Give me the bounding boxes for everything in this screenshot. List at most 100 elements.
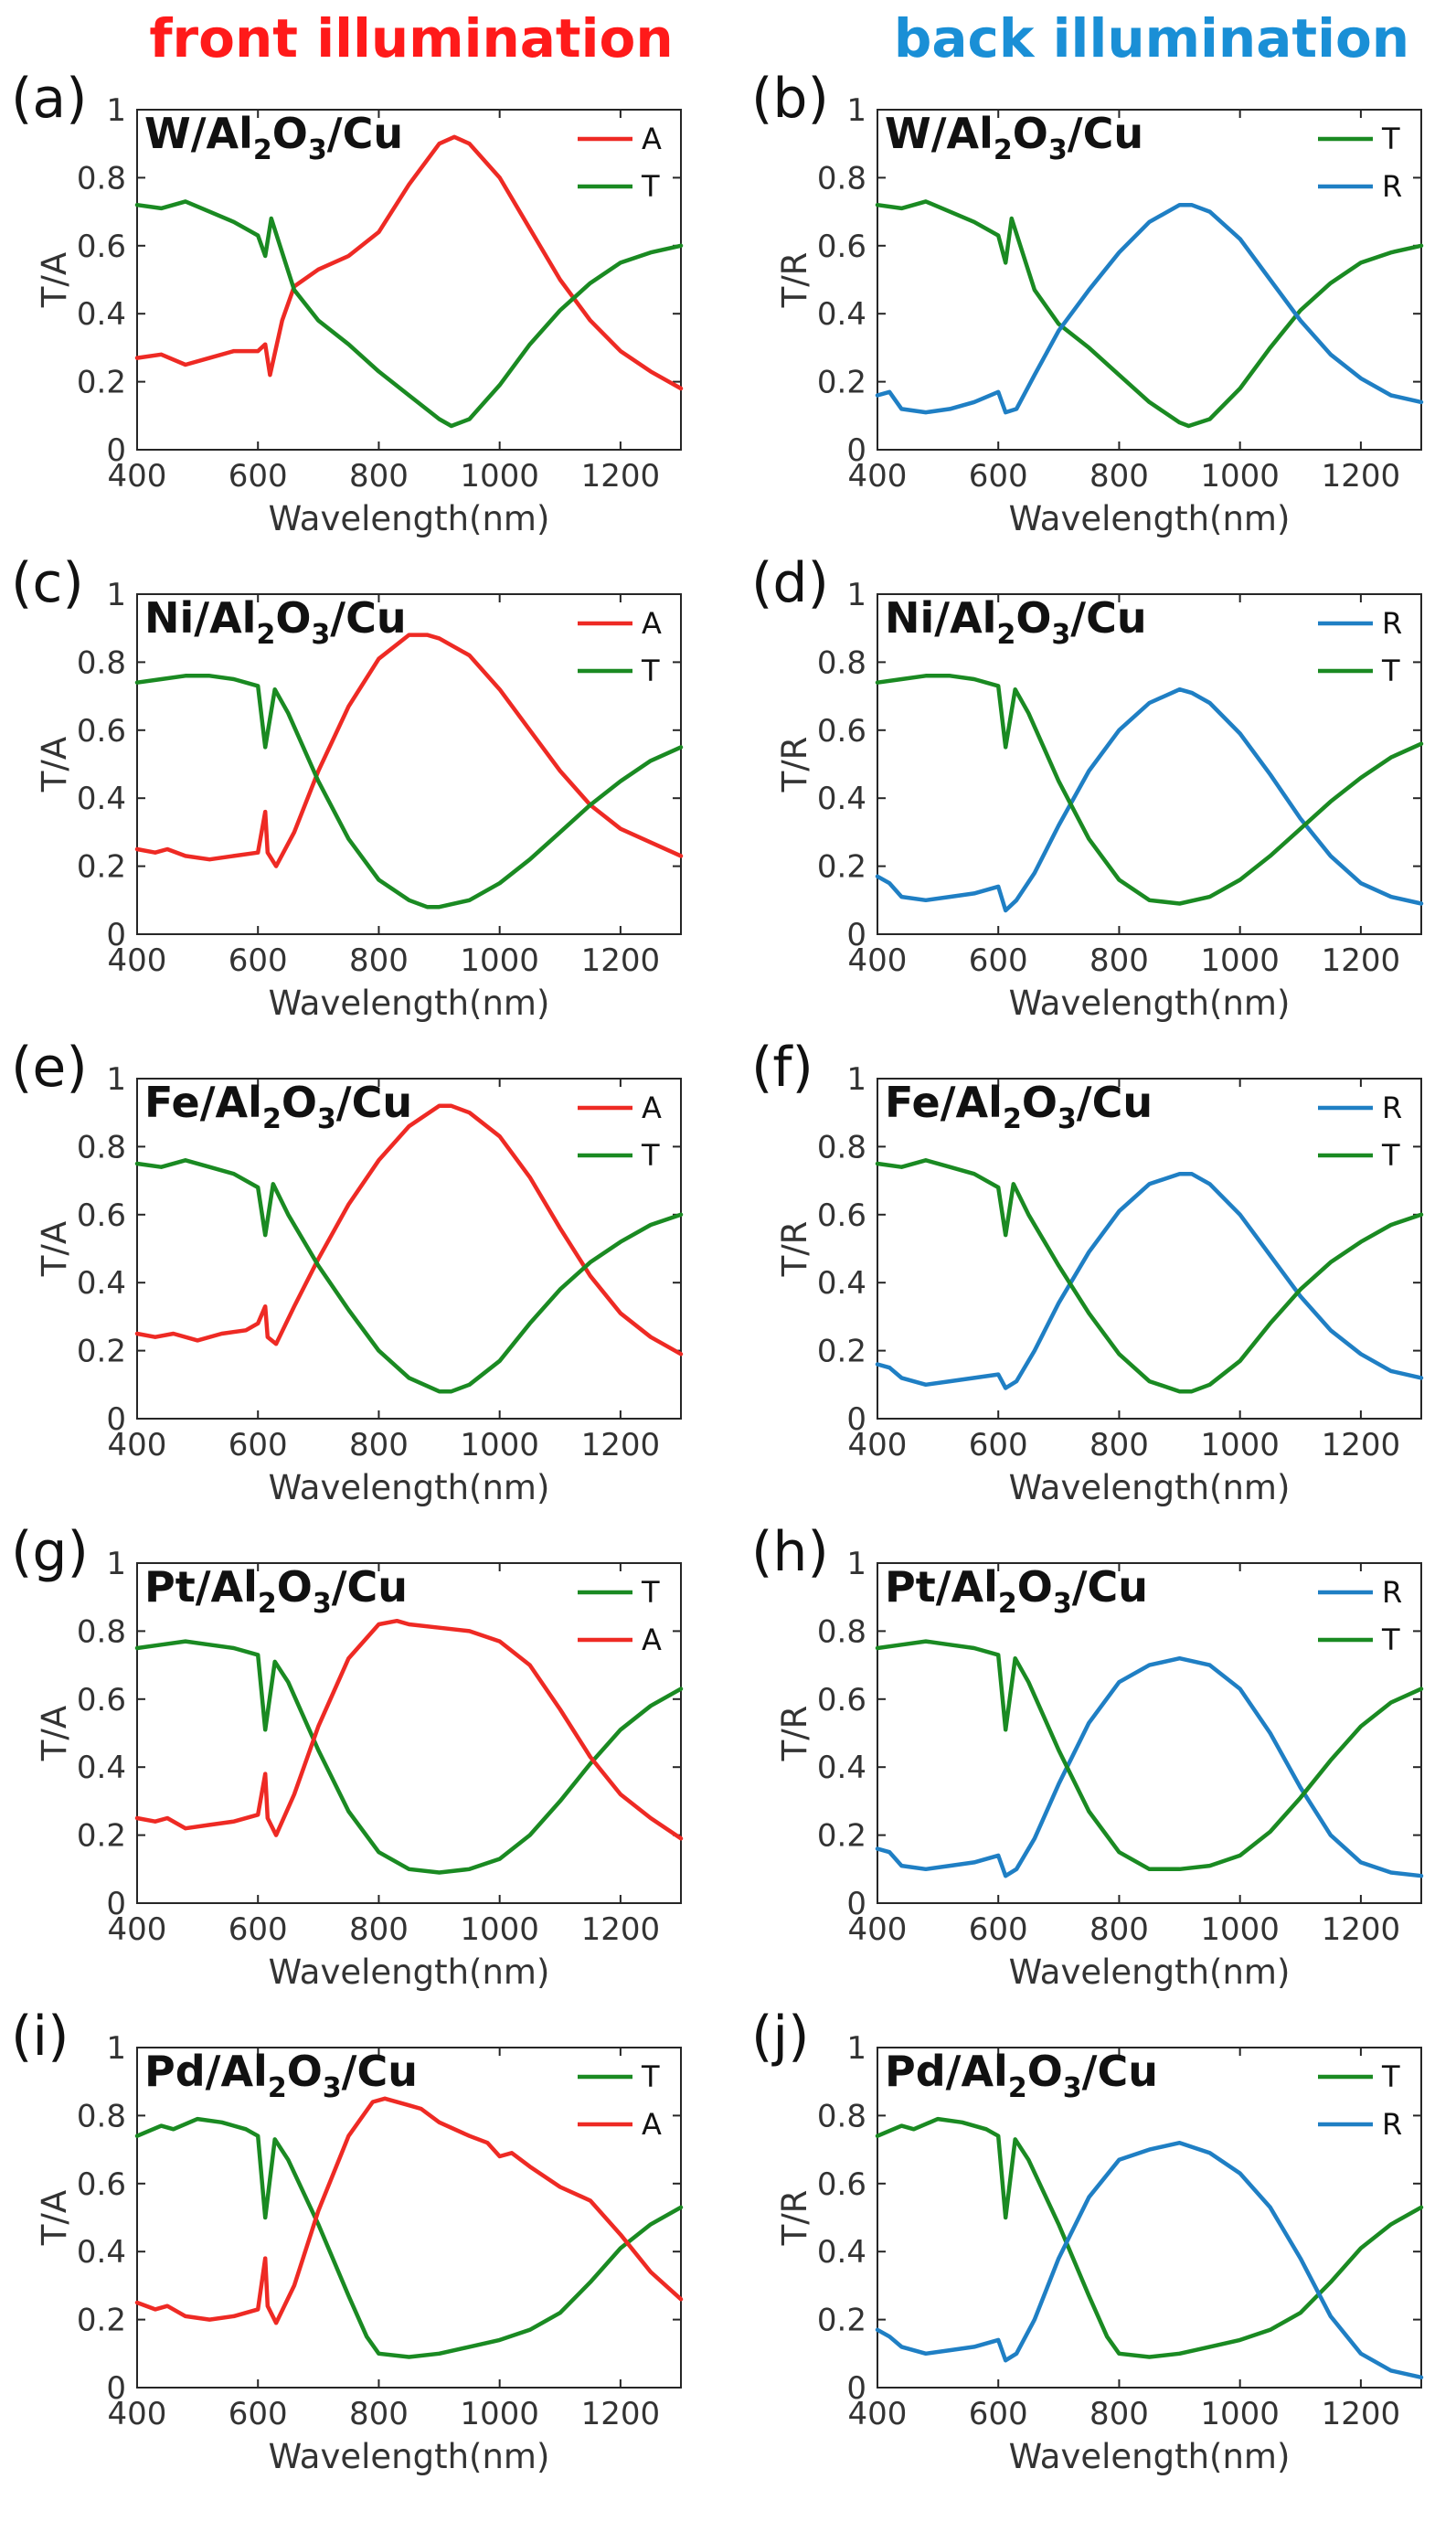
legend-label-T: T (1381, 1623, 1400, 1657)
front-illumination-header: front illumination (149, 7, 674, 69)
sample-label: Fe/Al2O3/Cu (885, 1078, 1153, 1135)
y-tick-label: 0.2 (77, 365, 126, 401)
chart-b: 400 600 800 1000 1200 0 0.2 0.4 0.6 0.8 1 Wavelengt… (751, 67, 1424, 538)
panel-f: 400 600 800 1000 1200 0 0.2 0.4 0.6 0.8 1 Wavelengt… (749, 1036, 1456, 1527)
x-tick-label: 800 (349, 1911, 409, 1948)
sample-label: Pt/Al2O3/Cu (144, 1562, 408, 1620)
x-axis-label: Wavelength(nm) (1009, 1952, 1291, 1992)
sample-label: Fe/Al2O3/Cu (144, 1078, 412, 1135)
y-tick-label: 0.4 (77, 296, 126, 333)
x-tick-label: 800 (1089, 2396, 1149, 2432)
series-line-T (875, 674, 1424, 906)
y-tick-label: 0 (846, 1886, 866, 1922)
x-tick-label: 600 (969, 942, 1028, 979)
series-line-T (134, 674, 684, 910)
x-tick-label: 800 (1089, 942, 1149, 979)
y-tick-label: 0.8 (817, 160, 866, 197)
x-tick-label: 400 (108, 942, 167, 979)
y-tick-label: 0.4 (77, 1750, 126, 1786)
y-axis-label: T/A (35, 1706, 74, 1761)
panel-label: (f) (751, 1036, 813, 1100)
x-axis-label: Wavelength(nm) (269, 1952, 550, 1992)
x-tick-label: 400 (108, 1427, 167, 1463)
x-tick-label: 1200 (1322, 1911, 1401, 1948)
plot-frame (877, 593, 1422, 935)
x-tick-label: 600 (228, 1427, 288, 1463)
panel-label: (c) (11, 551, 84, 615)
legend-label-T: T (641, 654, 660, 688)
plot-frame (136, 1078, 682, 1420)
y-tick-label: 0.2 (77, 1818, 126, 1855)
series-line-T (134, 199, 684, 429)
y-tick-label: 0.8 (77, 2098, 126, 2134)
x-tick-label: 1000 (460, 1427, 539, 1463)
x-axis-label: Wavelength(nm) (1009, 984, 1291, 1023)
panel-h: 400 600 800 1000 1200 0 0.2 0.4 0.6 0.8 1 Wavelengt… (749, 1520, 1456, 2011)
x-axis-label: Wavelength(nm) (1009, 1468, 1291, 1507)
x-tick-label: 400 (108, 2396, 167, 2432)
legend-label-R: R (1382, 1091, 1402, 1125)
y-tick-label: 0.4 (77, 2234, 126, 2271)
x-axis-label: Wavelength(nm) (1009, 2437, 1291, 2476)
x-tick-label: 1000 (460, 942, 539, 979)
y-tick-label: 0.4 (817, 296, 866, 333)
y-tick-label: 0.6 (817, 713, 866, 750)
plot-frame (877, 1562, 1422, 1904)
y-tick-label: 0.4 (77, 1265, 126, 1302)
y-tick-label: 0.8 (77, 160, 126, 197)
chart-g: 400 600 800 1000 1200 0 0.2 0.4 0.6 0.8 1 Wavelengt… (11, 1520, 684, 1992)
x-tick-label: 1000 (1200, 942, 1280, 979)
plot-frame (877, 2047, 1422, 2389)
y-tick-label: 0 (846, 917, 866, 953)
y-tick-label: 1 (106, 92, 126, 129)
panel-label: (j) (751, 2005, 810, 2069)
chart-i: 400 600 800 1000 1200 0 0.2 0.4 0.6 0.8 1 Wavelengt… (11, 2005, 684, 2476)
y-axis-label: T/R (775, 252, 814, 309)
y-tick-label: 0.8 (817, 2098, 866, 2134)
legend-label-T: T (1381, 122, 1400, 156)
y-tick-label: 0 (106, 1886, 126, 1922)
y-tick-label: 0.6 (77, 713, 126, 750)
y-tick-label: 0.8 (817, 1613, 866, 1650)
legend-label-T: T (641, 1138, 660, 1173)
series-line-T (134, 2116, 684, 2359)
chart-j: 400 600 800 1000 1200 0 0.2 0.4 0.6 0.8 1 Wavelengt… (751, 2005, 1424, 2476)
legend-label-A: A (642, 1091, 662, 1125)
x-axis-label: Wavelength(nm) (269, 1468, 550, 1507)
y-tick-label: 0.2 (817, 1818, 866, 1855)
legend-label-T: T (1381, 654, 1400, 688)
x-tick-label: 400 (848, 458, 908, 495)
panel-label: (g) (11, 1520, 89, 1584)
sample-label: W/Al2O3/Cu (885, 109, 1143, 166)
x-tick-label: 1000 (460, 458, 539, 495)
plot-frame (136, 109, 682, 451)
series-line-R (875, 686, 1424, 913)
y-tick-label: 0.2 (77, 1334, 126, 1370)
series-line-R (875, 1655, 1424, 1878)
x-tick-label: 600 (969, 458, 1028, 495)
y-tick-label: 0.2 (77, 2303, 126, 2339)
x-tick-label: 800 (349, 1427, 409, 1463)
y-tick-label: 0.4 (817, 1750, 866, 1786)
x-tick-label: 600 (228, 1911, 288, 1948)
x-tick-label: 1000 (1200, 2396, 1280, 2432)
y-tick-label: 1 (846, 577, 866, 613)
legend-label-A: A (642, 2107, 662, 2142)
series-line-A (134, 1103, 684, 1357)
y-tick-label: 0 (106, 2370, 126, 2407)
x-tick-label: 800 (349, 942, 409, 979)
x-tick-label: 1200 (581, 458, 661, 495)
x-axis-label: Wavelength(nm) (269, 984, 550, 1023)
legend-label-T: T (1381, 2059, 1400, 2094)
x-tick-label: 600 (969, 1911, 1028, 1948)
y-axis-label: T/R (775, 737, 814, 793)
x-tick-label: 600 (228, 2396, 288, 2432)
x-tick-label: 1200 (1322, 2396, 1401, 2432)
y-tick-label: 0.4 (817, 781, 866, 817)
chart-c: 400 600 800 1000 1200 0 0.2 0.4 0.6 0.8 1 Wavelengt… (11, 551, 684, 1023)
panel-j: 400 600 800 1000 1200 0 0.2 0.4 0.6 0.8 1 Wavelengt… (749, 2005, 1456, 2495)
y-tick-label: 0 (106, 917, 126, 953)
series-line-T (875, 1158, 1424, 1394)
chart-a: 400 600 800 1000 1200 0 0.2 0.4 0.6 0.8 1 Wavelengt… (11, 67, 684, 538)
x-tick-label: 400 (848, 942, 908, 979)
